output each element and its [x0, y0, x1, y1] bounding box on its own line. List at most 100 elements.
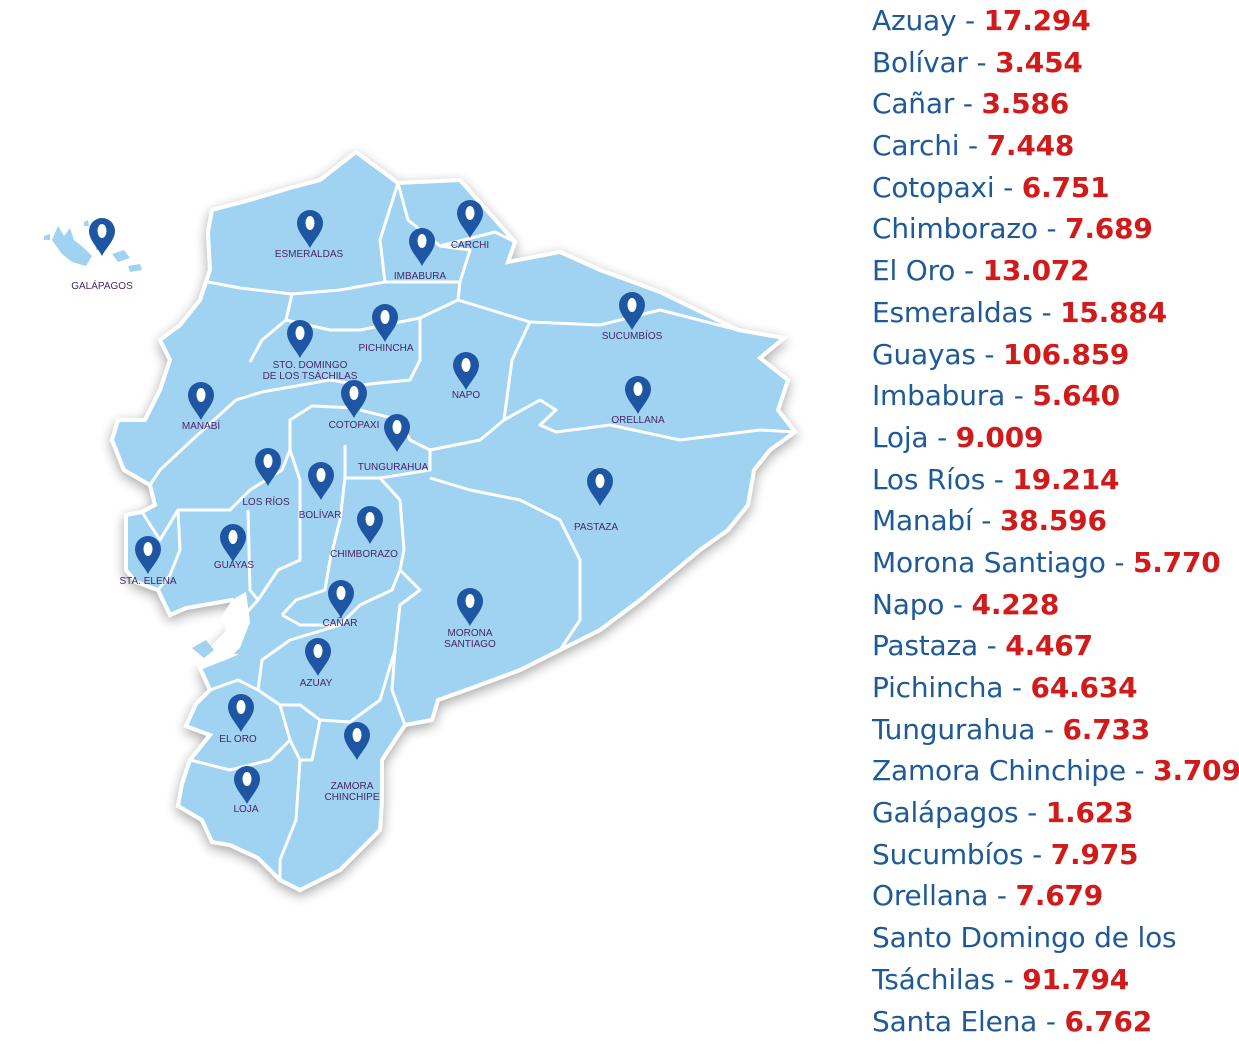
stat-separator: -	[985, 462, 1013, 496]
map-pin-icon-tungurahua[interactable]	[384, 414, 410, 452]
province-label-galapagos: GALÁPAGOS	[71, 279, 133, 292]
map-pin-icon-galapagos[interactable]	[89, 218, 115, 256]
map-pin-icon-imbabura[interactable]	[409, 228, 435, 266]
stat-separator: -	[928, 420, 956, 454]
stat-value: 3.709	[1153, 754, 1239, 788]
province-label-napo: NAPO	[452, 390, 481, 401]
province-label-loja: LOJA	[233, 804, 258, 815]
province-borders	[140, 182, 796, 880]
stat-row: Tungurahua - 6.733	[872, 709, 1239, 751]
stat-value: 64.634	[1030, 671, 1138, 704]
border-line	[300, 719, 322, 762]
mainland	[109, 149, 798, 893]
stat-value: 4.228	[971, 587, 1060, 621]
island-santa-cruz	[112, 250, 130, 262]
pin-dot	[392, 420, 402, 434]
stat-province-name: Pichincha	[872, 671, 1004, 704]
stat-separator: -	[972, 504, 1000, 538]
map-pin-icon-santo-domingo[interactable]	[287, 320, 313, 358]
stat-row: Tsáchilas - 91.794	[872, 959, 1239, 1001]
stat-province-name: Azuay	[872, 4, 957, 37]
stat-province-name: Bolívar	[872, 45, 968, 79]
province-label-chimborazo: CHIMBORAZO	[330, 549, 398, 560]
map-pin-icon-morona-santiago[interactable]	[457, 588, 483, 626]
stat-separator: -	[959, 129, 987, 163]
island-small	[44, 234, 50, 240]
border-line	[390, 568, 422, 726]
stat-separator: -	[977, 629, 1006, 663]
map-canvas: GALÁPAGOS ESMERALDAS IMBABURA CARCHI SUCUMBÍ…	[44, 149, 798, 893]
stat-separator: -	[1037, 1004, 1065, 1038]
stat-row: Guayas - 106.859	[872, 334, 1239, 376]
map-pin-icon-pastaza[interactable]	[587, 468, 613, 506]
stat-province-name: Galápagos	[872, 796, 1019, 830]
stat-separator: -	[944, 587, 972, 621]
pin-dot	[380, 310, 390, 324]
pin-dot	[196, 388, 206, 402]
province-label-morona-santiago: MORONA	[448, 628, 493, 639]
map-pin-icon-zamora-chinchipe[interactable]	[344, 722, 370, 760]
border-line	[248, 293, 294, 363]
stat-province-name: Chimborazo	[872, 212, 1038, 246]
pin-dot	[242, 772, 252, 786]
map-pin-icon-esmeraldas[interactable]	[297, 210, 323, 248]
map-pin-icon-azuay[interactable]	[305, 638, 331, 676]
stat-row: Napo - 4.228	[872, 584, 1239, 626]
stat-separator: -	[1035, 712, 1063, 746]
province-label-pichincha: PICHINCHA	[358, 343, 413, 354]
map-pin-icon-guayas[interactable]	[220, 524, 246, 562]
province-label-santo-domingo: STO. DOMINGO	[273, 360, 348, 371]
province-stats-list: Azuay - 17.294 Bolívar - 3.454 Cañar - 3.5…	[872, 0, 1239, 1042]
stat-row: Pastaza - 4.467	[872, 625, 1239, 667]
stat-province-name: Carchi	[872, 129, 960, 163]
stat-separator: -	[1037, 212, 1066, 246]
map-pin-icon-los-rios[interactable]	[255, 448, 281, 486]
stat-province-name: Esmeraldas	[872, 295, 1033, 329]
pin-dot	[236, 700, 246, 714]
stat-value: 1.623	[1045, 796, 1134, 830]
pin-dot	[633, 382, 643, 396]
map-pin-icon-orellana[interactable]	[625, 376, 651, 414]
stat-separator: -	[1023, 837, 1051, 871]
border-line	[148, 318, 422, 486]
stat-value: 15.884	[1060, 295, 1167, 329]
stat-value: 19.214	[1012, 462, 1120, 496]
stat-value: 91.794	[1022, 962, 1130, 996]
stat-row: Cotopaxi - 6.751	[872, 167, 1239, 209]
map-pin-icon-cotopaxi[interactable]	[341, 380, 367, 418]
map-pin-icon-chimborazo[interactable]	[357, 506, 383, 544]
map-pin-icon-sucumbios[interactable]	[619, 292, 645, 330]
pin-dot	[627, 298, 637, 312]
stat-row: Chimborazo - 7.689	[872, 208, 1239, 250]
pin-dot	[316, 468, 326, 482]
map-pin-icon-canar[interactable]	[328, 580, 354, 618]
map-pin-icon-carchi[interactable]	[457, 200, 483, 238]
province-label-esmeraldas: ESMERALDAS	[275, 249, 344, 260]
border-line	[280, 477, 347, 617]
ecuador-map: GALÁPAGOS ESMERALDAS IMBABURA CARCHI SUCUMBÍ…	[44, 149, 798, 893]
stat-province-name: Manabí	[872, 504, 973, 538]
map-pin-icon-loja[interactable]	[234, 766, 260, 804]
stat-value: 3.454	[995, 45, 1083, 79]
map-pin-icon-manabi[interactable]	[188, 382, 214, 420]
pin-dot	[352, 728, 362, 742]
map-pin-icon-santa-elena[interactable]	[135, 536, 161, 574]
stat-value: 7.689	[1065, 212, 1153, 246]
stat-province-name: Tungurahua	[872, 712, 1036, 746]
pin-dot	[461, 358, 471, 372]
stat-province-name: Cañar	[872, 87, 955, 121]
stat-separator: -	[1005, 379, 1033, 413]
stat-province-name: Orellana	[872, 879, 989, 913]
stat-province-name: Tsáchilas	[872, 962, 995, 996]
stat-province-name: Pastaza	[872, 629, 978, 663]
province-label-zamora-chinchipe-line2: CHINCHIPE	[324, 792, 379, 803]
galapagos-islands	[44, 220, 142, 272]
mainland-shape	[109, 149, 798, 893]
stat-value: 6.762	[1064, 1004, 1153, 1038]
province-label-bolivar: BOLÍVAR	[299, 508, 342, 521]
map-pin-icon-el-oro[interactable]	[228, 694, 254, 732]
stat-row: Santo Domingo de los	[872, 917, 1239, 959]
map-pin-icon-bolivar[interactable]	[308, 462, 334, 500]
map-pin-icon-pichincha[interactable]	[372, 304, 398, 342]
map-pin-icon-napo[interactable]	[453, 352, 479, 390]
